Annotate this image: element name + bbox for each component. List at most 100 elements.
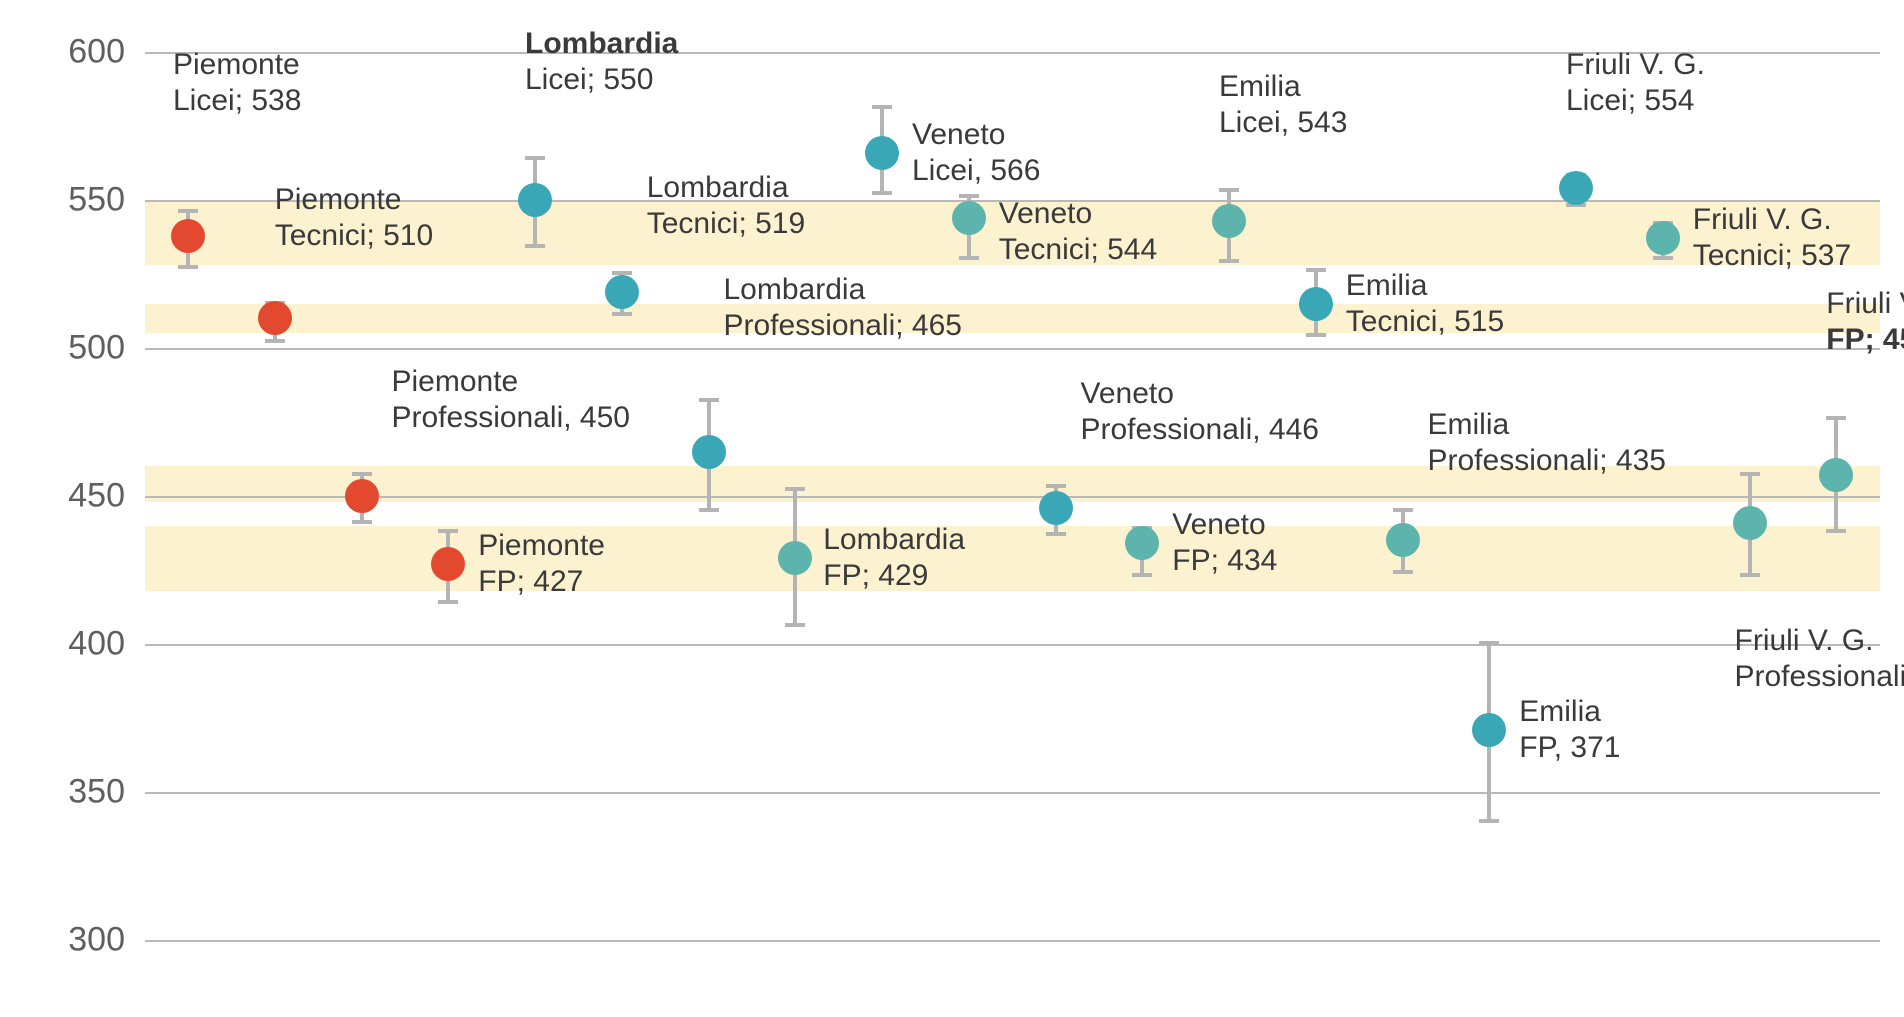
error-cap-top — [352, 472, 372, 476]
data-label-line1: Veneto — [999, 196, 1157, 232]
y-tick-label: 300 — [0, 921, 125, 960]
error-cap-bottom — [1306, 333, 1326, 337]
error-cap-top — [785, 487, 805, 491]
y-tick-label: 400 — [0, 625, 125, 664]
data-point — [258, 301, 292, 335]
data-label-line1: Lombardia — [724, 272, 962, 308]
data-point — [1125, 526, 1159, 560]
error-cap-top — [1046, 484, 1066, 488]
data-point — [1039, 491, 1073, 525]
data-label-line2: FP; 429 — [823, 558, 965, 594]
data-label-line2: Licei, 566 — [912, 153, 1040, 189]
error-cap-bottom — [1132, 573, 1152, 577]
y-tick-label: 500 — [0, 329, 125, 368]
data-label: Friuli V. G.Tecnici; 537 — [1693, 202, 1851, 274]
data-label-line2: Tecnici, 515 — [1346, 304, 1504, 340]
data-label-line1: Veneto — [912, 117, 1040, 153]
data-label: EmiliaProfessionali; 435 — [1428, 407, 1666, 479]
data-label: VenetoTecnici; 544 — [999, 196, 1157, 268]
gridline — [145, 496, 1880, 498]
data-label: EmiliaFP, 371 — [1519, 694, 1620, 766]
gridline — [145, 792, 1880, 794]
error-cap-bottom — [1826, 529, 1846, 533]
data-point — [1472, 713, 1506, 747]
error-cap-top — [1740, 472, 1760, 476]
error-cap-top — [699, 398, 719, 402]
data-label-line1: Piemonte — [392, 364, 630, 400]
data-label: LombardiaProfessionali; 465 — [724, 272, 962, 344]
scatter-error-chart: 300350400450500550600PiemonteLicei; 538P… — [0, 0, 1904, 1017]
data-label: PiemonteProfessionali, 450 — [392, 364, 630, 436]
data-label-line1: Lombardia — [823, 522, 965, 558]
error-cap-bottom — [1653, 256, 1673, 260]
data-point — [1386, 523, 1420, 557]
data-label: LombardiaLicei; 550 — [525, 26, 678, 98]
error-cap-bottom — [1740, 573, 1760, 577]
error-cap-top — [1826, 416, 1846, 420]
data-label-line2: Tecnici; 544 — [999, 232, 1157, 268]
data-label-line2: Licei; 554 — [1566, 83, 1705, 119]
data-label: VenetoProfessionali, 446 — [1081, 376, 1319, 448]
data-label-line2: FP, 371 — [1519, 730, 1620, 766]
error-cap-bottom — [785, 623, 805, 627]
data-label: VenetoLicei, 566 — [912, 117, 1040, 189]
data-point — [431, 547, 465, 581]
data-label-line1: Friuli V. G. — [1826, 286, 1904, 322]
highlight-band — [145, 526, 1880, 591]
data-label-line2: Licei, 543 — [1219, 105, 1347, 141]
data-label-line1: Emilia — [1346, 268, 1504, 304]
gridline — [145, 348, 1880, 350]
error-cap-bottom — [959, 256, 979, 260]
data-point — [865, 136, 899, 170]
data-label-line1: Lombardia — [525, 26, 678, 62]
error-cap-bottom — [438, 600, 458, 604]
data-label: LombardiaTecnici; 519 — [647, 170, 805, 242]
data-point — [778, 541, 812, 575]
error-cap-bottom — [178, 265, 198, 269]
error-cap-bottom — [1219, 259, 1239, 263]
data-label: PiemonteLicei; 538 — [173, 47, 301, 119]
data-point — [518, 183, 552, 217]
data-point — [1733, 506, 1767, 540]
data-label: EmiliaTecnici, 515 — [1346, 268, 1504, 340]
error-cap-top — [438, 529, 458, 533]
data-label-line2: Professionali; 441 — [1735, 659, 1904, 695]
gridline — [145, 940, 1880, 942]
error-cap-top — [959, 194, 979, 198]
error-cap-bottom — [612, 312, 632, 316]
data-label-line1: Veneto — [1172, 507, 1277, 543]
data-label: EmiliaLicei, 543 — [1219, 69, 1347, 141]
data-label: PiemonteFP; 427 — [478, 528, 605, 600]
data-label-line2: FP; 434 — [1172, 543, 1277, 579]
error-cap-bottom — [352, 520, 372, 524]
error-cap-bottom — [525, 244, 545, 248]
error-cap-bottom — [1046, 532, 1066, 536]
data-label-line2: Professionali, 450 — [392, 400, 630, 436]
data-label-line1: Emilia — [1219, 69, 1347, 105]
error-cap-bottom — [1479, 819, 1499, 823]
error-cap-bottom — [872, 191, 892, 195]
highlight-band — [145, 304, 1880, 334]
data-point — [952, 201, 986, 235]
data-label-line2: Licei; 550 — [525, 62, 678, 98]
data-point — [1299, 287, 1333, 321]
data-point — [1212, 204, 1246, 238]
y-tick-label: 600 — [0, 33, 125, 72]
error-cap-bottom — [1393, 570, 1413, 574]
data-point — [1646, 221, 1680, 255]
data-label-line1: Friuli V. G. — [1566, 47, 1705, 83]
error-cap-bottom — [265, 339, 285, 343]
data-label-line2: Tecnici; 537 — [1693, 238, 1851, 274]
data-label-line2: FP; 427 — [478, 564, 605, 600]
y-tick-label: 350 — [0, 773, 125, 812]
data-label: Friuli V. G.Licei; 554 — [1566, 47, 1705, 119]
data-label-line2: Professionali; 465 — [724, 308, 962, 344]
data-label: LombardiaFP; 429 — [823, 522, 965, 594]
data-label-line2: Professionali, 446 — [1081, 412, 1319, 448]
error-cap-top — [178, 209, 198, 213]
data-label: Friuli V. G.Professionali; 441 — [1735, 623, 1904, 695]
error-cap-top — [1479, 641, 1499, 645]
gridline — [145, 644, 1880, 646]
data-label: PiemonteTecnici; 510 — [275, 182, 433, 254]
data-label-line1: Friuli V. G. — [1693, 202, 1851, 238]
